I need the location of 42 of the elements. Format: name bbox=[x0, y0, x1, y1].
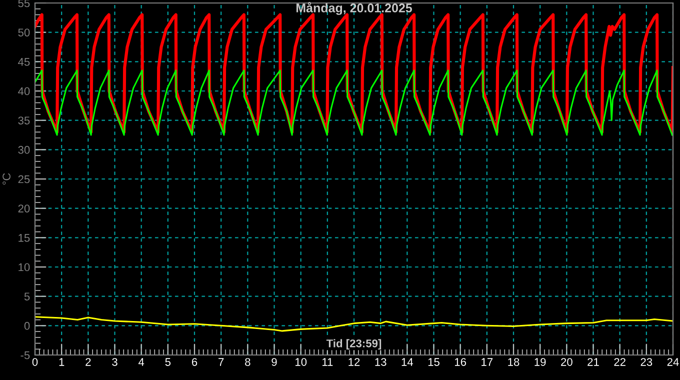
y-tick-label: 50 bbox=[18, 28, 30, 36]
y-tick-label: 5 bbox=[24, 292, 30, 300]
x-tick-label: 3 bbox=[112, 358, 118, 366]
x-tick-label: 23 bbox=[640, 358, 652, 366]
x-tick-label: 22 bbox=[614, 358, 626, 366]
x-tick-label: 19 bbox=[534, 358, 546, 366]
y-tick-label: 15 bbox=[18, 234, 30, 242]
line-series bbox=[35, 70, 673, 136]
y-tick-label: 25 bbox=[18, 175, 30, 184]
x-tick-label: 7 bbox=[218, 358, 224, 366]
x-tick-label: 2 bbox=[86, 358, 91, 366]
y-tick-label: 35 bbox=[18, 116, 30, 124]
x-tick-label: 21 bbox=[588, 358, 599, 366]
x-tick-label: 13 bbox=[375, 358, 386, 366]
y-tick-label: 40 bbox=[18, 87, 30, 96]
x-tick-label: 10 bbox=[296, 358, 307, 366]
x-tick-label: 11 bbox=[322, 358, 333, 366]
y-tick-label: 45 bbox=[18, 58, 30, 66]
y-tick-label: 0 bbox=[24, 322, 30, 330]
x-tick-label: 24 bbox=[667, 358, 679, 366]
x-tick-label: 12 bbox=[348, 358, 360, 366]
x-tick-label: 17 bbox=[482, 358, 493, 366]
x-tick-label: 5 bbox=[165, 358, 171, 366]
x-tick-label: 8 bbox=[245, 358, 250, 366]
x-tick-label: 15 bbox=[428, 358, 440, 366]
line-series bbox=[35, 316, 673, 332]
y-tick-label: 10 bbox=[18, 263, 30, 272]
x-tick-label: 6 bbox=[192, 358, 198, 366]
x-tick-label: 0 bbox=[32, 358, 38, 366]
y-tick-label: 30 bbox=[18, 146, 30, 154]
y-axis-title: °C bbox=[2, 173, 10, 185]
x-tick-label: 18 bbox=[508, 358, 520, 366]
x-tick-label: 9 bbox=[272, 358, 277, 366]
chart-title: Måndag, 20.01.2025 bbox=[296, 2, 412, 15]
x-tick-label: 16 bbox=[455, 358, 466, 366]
x-tick-label: 4 bbox=[138, 358, 144, 366]
x-tick-label: 14 bbox=[402, 358, 414, 366]
y-tick-label: -5 bbox=[20, 351, 30, 360]
x-tick-label: 1 bbox=[59, 358, 64, 366]
x-axis-title: Tid [23:59] bbox=[326, 339, 382, 350]
x-tick-label: 20 bbox=[561, 358, 572, 366]
y-tick-label: 20 bbox=[18, 204, 30, 212]
